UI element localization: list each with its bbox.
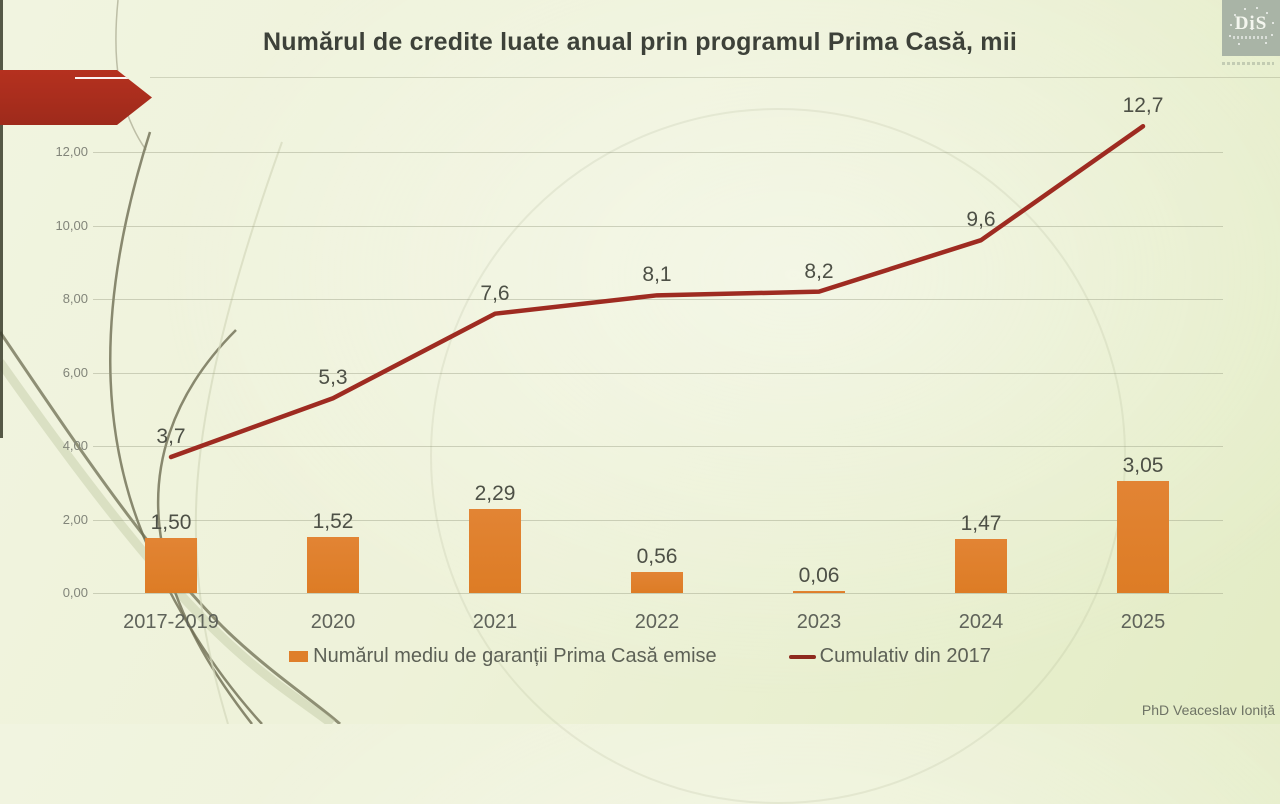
bar (145, 537, 197, 593)
line-point-label: 5,3 (318, 366, 348, 390)
legend-line-label: Cumulativ din 2017 (819, 645, 991, 667)
line-point-label: 7,6 (480, 281, 510, 305)
x-axis-label: 2024 (958, 611, 1004, 633)
slide-left-edge (0, 0, 3, 438)
legend-item-bars: Numărul mediu de garanții Prima Casă emi… (289, 645, 717, 668)
y-tick-label: 6,00 (62, 364, 88, 380)
logo-stars-icon (1251, 28, 1253, 30)
gridline (93, 152, 1223, 153)
red-arrow-shape (0, 70, 152, 125)
bar-value-label: 0,06 (798, 563, 840, 587)
x-axis-label: 2023 (796, 611, 842, 633)
idis-logo: DiS (1222, 0, 1280, 56)
line-point-label: 8,2 (804, 259, 834, 283)
legend-item-line: Cumulativ din 2017 (788, 645, 991, 668)
gridline (93, 225, 1223, 227)
arrow-inner-line (75, 77, 145, 79)
x-axis-label: 2025 (1120, 611, 1166, 633)
x-axis-label: 2020 (310, 611, 356, 633)
line-point-label: 3,7 (156, 425, 186, 449)
logo-subtext-strip (1233, 36, 1269, 39)
y-tick-label: 10,00 (55, 217, 88, 233)
y-tick-label: 4,00 (62, 438, 88, 453)
decorative-horizontal-rule (150, 77, 1280, 78)
bar (631, 572, 683, 593)
line-series-swatch-icon (788, 654, 816, 659)
bar-value-label: 2,29 (474, 481, 516, 505)
x-axis-label: 2021 (472, 611, 518, 633)
chart-legend: Numărul mediu de garanții Prima Casă emi… (0, 645, 1280, 668)
bar (307, 537, 359, 593)
bar (1117, 480, 1169, 593)
bar (955, 538, 1007, 593)
logo-url-strip (1222, 62, 1274, 65)
line-point-label: 12,7 (1122, 94, 1164, 118)
legend-bars-label: Numărul mediu de garanții Prima Casă emi… (313, 645, 717, 667)
chart-title: Numărul de credite luate anual prin prog… (262, 28, 1018, 56)
line-point-label: 8,1 (642, 263, 672, 287)
bar-value-label: 0,56 (636, 545, 678, 569)
x-axis-label: 2017-2019 (123, 611, 219, 633)
gridline (93, 519, 1223, 521)
logo-text: DiS (1234, 13, 1268, 34)
bar-value-label: 3,05 (1122, 453, 1164, 477)
y-tick-label: 0,00 (62, 585, 88, 600)
y-tick-label: 2,00 (62, 511, 88, 527)
y-tick-label: 8,00 (62, 291, 88, 306)
chart-area: 0,00 2,00 4,00 6,00 8,00 10,00 12,00 1,50 1,52 2,… (55, 94, 1223, 633)
gridline (93, 299, 1223, 300)
bar-series-swatch-icon (289, 651, 309, 662)
x-axis-label: 2022 (634, 611, 680, 633)
line-point-label: 9,6 (966, 208, 996, 232)
gridline (93, 593, 1223, 594)
author-credit: PhD Veaceslav Ioniță (1141, 702, 1275, 718)
bar (793, 590, 845, 593)
bar (469, 508, 521, 593)
bar-value-label: 1,52 (312, 510, 354, 534)
y-tick-label: 12,00 (55, 144, 88, 159)
bar-value-label: 1,50 (150, 510, 192, 534)
bar-value-label: 1,47 (960, 511, 1002, 535)
gridline (93, 446, 1223, 447)
